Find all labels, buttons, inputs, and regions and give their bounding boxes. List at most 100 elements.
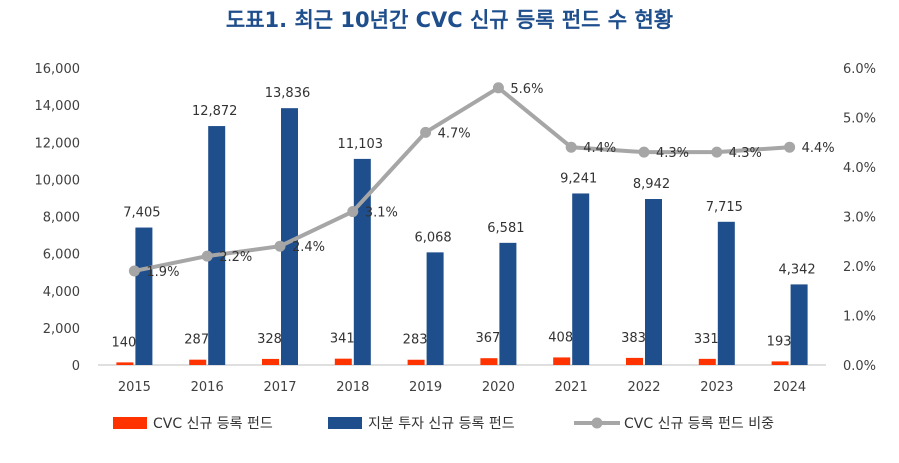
share-line [128,82,796,277]
share-point [274,240,286,252]
x-tick-label: 2024 [773,380,806,395]
share-point [420,126,432,138]
cvc-bar [262,358,279,365]
equity-bar-label: 7,405 [123,206,160,221]
equity-bar [281,108,298,365]
cvc-bar [553,357,571,365]
y-tick-label: 14,000 [35,99,81,114]
cvc-bar-label: 287 [184,333,209,348]
share-line-path [134,85,790,273]
share-label: 2.4% [292,240,325,255]
legend-swatch-cvc [113,417,147,429]
y-tick-label: 8,000 [43,211,80,226]
chart-title: 도표1. 최근 10년간 CVC 신규 등록 펀드 수 현황 [225,8,674,32]
x-tick-label: 2017 [263,380,296,395]
cvc-bar-label: 341 [330,332,355,347]
share-point [638,146,650,158]
cvc-bar-label: 283 [403,333,428,348]
y-tick-label: 0 [72,359,80,374]
share-point [565,141,577,153]
x-tick-label: 2023 [700,380,733,395]
share-label: 4.4% [583,141,616,156]
y-tick-label: 12,000 [35,136,81,151]
share-label: 4.4% [802,141,835,156]
x-tick-label: 2022 [627,380,660,395]
x-tick-label: 2016 [191,380,224,395]
equity-bar-label: 7,715 [706,200,743,215]
equity-bar-label: 12,872 [192,104,238,119]
share-label: 2.2% [219,250,252,265]
legend-label-share: CVC 신규 등록 펀드 비중 [624,416,774,432]
share-label: 3.1% [365,206,398,221]
cvc-bar-label: 408 [548,330,573,345]
y-tick-label: 6,000 [43,248,80,263]
y2-tick-label: 6.0% [843,62,876,77]
share-label: 4.7% [438,126,471,141]
equity-bar [208,126,226,365]
cvc-bar [334,358,352,365]
x-tick-label: 2019 [409,380,442,395]
y2-tick-label: 5.0% [843,112,876,127]
x-tick-label: 2020 [482,380,515,395]
x-tick-label: 2021 [555,380,588,395]
cvc-bar [407,359,425,365]
share-label: 4.3% [656,146,689,161]
equity-bar [353,158,371,365]
share-point [711,146,723,158]
cvc-bar-label: 331 [694,332,719,347]
data-labels: 140 7,405 287 12,872 328 13,836 341 11,103 283 6,… [111,82,834,351]
share-label: 4.3% [729,146,762,161]
share-point [201,250,213,262]
legend-label-equity: 지분 투자 신규 등록 펀드 [368,416,515,432]
cvc-bar [698,358,716,365]
y2-tick-label: 3.0% [843,211,876,226]
equity-bar [135,227,153,365]
equity-bar [426,252,444,365]
x-tick-label: 2018 [336,380,369,395]
equity-bar-label: 4,342 [778,262,815,277]
x-tick-label: 2015 [118,380,151,395]
share-point [784,141,796,153]
y-tick-label: 10,000 [35,173,81,188]
cvc-bar [116,362,134,365]
cvc-bar-label: 140 [111,335,136,350]
cvc-bar [480,358,498,365]
y2-axis-ticks: 0.0% 1.0% 2.0% 3.0% 4.0% 5.0% 6.0% [843,62,876,374]
cvc-bar-label: 193 [767,334,792,349]
equity-bar-label: 13,836 [265,86,311,101]
equity-bar [645,199,662,365]
legend: CVC 신규 등록 펀드 지분 투자 신규 등록 펀드 CVC 신규 등록 펀드 비… [113,416,774,432]
cvc-bar [771,361,789,365]
share-point [347,206,359,218]
x-axis-ticks: 2015 2016 2017 2018 2019 2020 2021 2022 2023 2024 [118,380,806,395]
y-tick-label: 16,000 [35,62,81,77]
cvc-bar [626,357,643,365]
cvc-bar-label: 367 [475,331,500,346]
legend-label-cvc: CVC 신규 등록 펀드 [153,416,273,432]
cvc-bar-label: 328 [257,332,282,347]
equity-bar [572,193,590,365]
equity-bar [499,242,517,365]
cvc-bar-label: 383 [621,331,646,346]
share-point [128,265,140,277]
share-point [492,82,504,94]
equity-bar [790,284,808,365]
share-label: 1.9% [146,265,179,280]
y2-tick-label: 2.0% [843,260,876,275]
y-tick-label: 4,000 [43,285,80,300]
legend-marker-share [591,417,603,429]
legend-swatch-equity [328,417,362,429]
equity-bar-label: 6,581 [487,221,524,236]
y2-tick-label: 0.0% [843,359,876,374]
equity-bars [135,108,808,365]
equity-bar-label: 11,103 [338,137,384,152]
cvc-bar [189,359,207,365]
cvc-bars [116,357,789,365]
y-tick-label: 2,000 [43,322,80,337]
share-label: 5.6% [510,82,543,97]
equity-bar [717,221,735,365]
equity-bar-label: 9,241 [560,171,597,186]
y2-tick-label: 4.0% [843,161,876,176]
equity-bar-label: 6,068 [414,230,451,245]
